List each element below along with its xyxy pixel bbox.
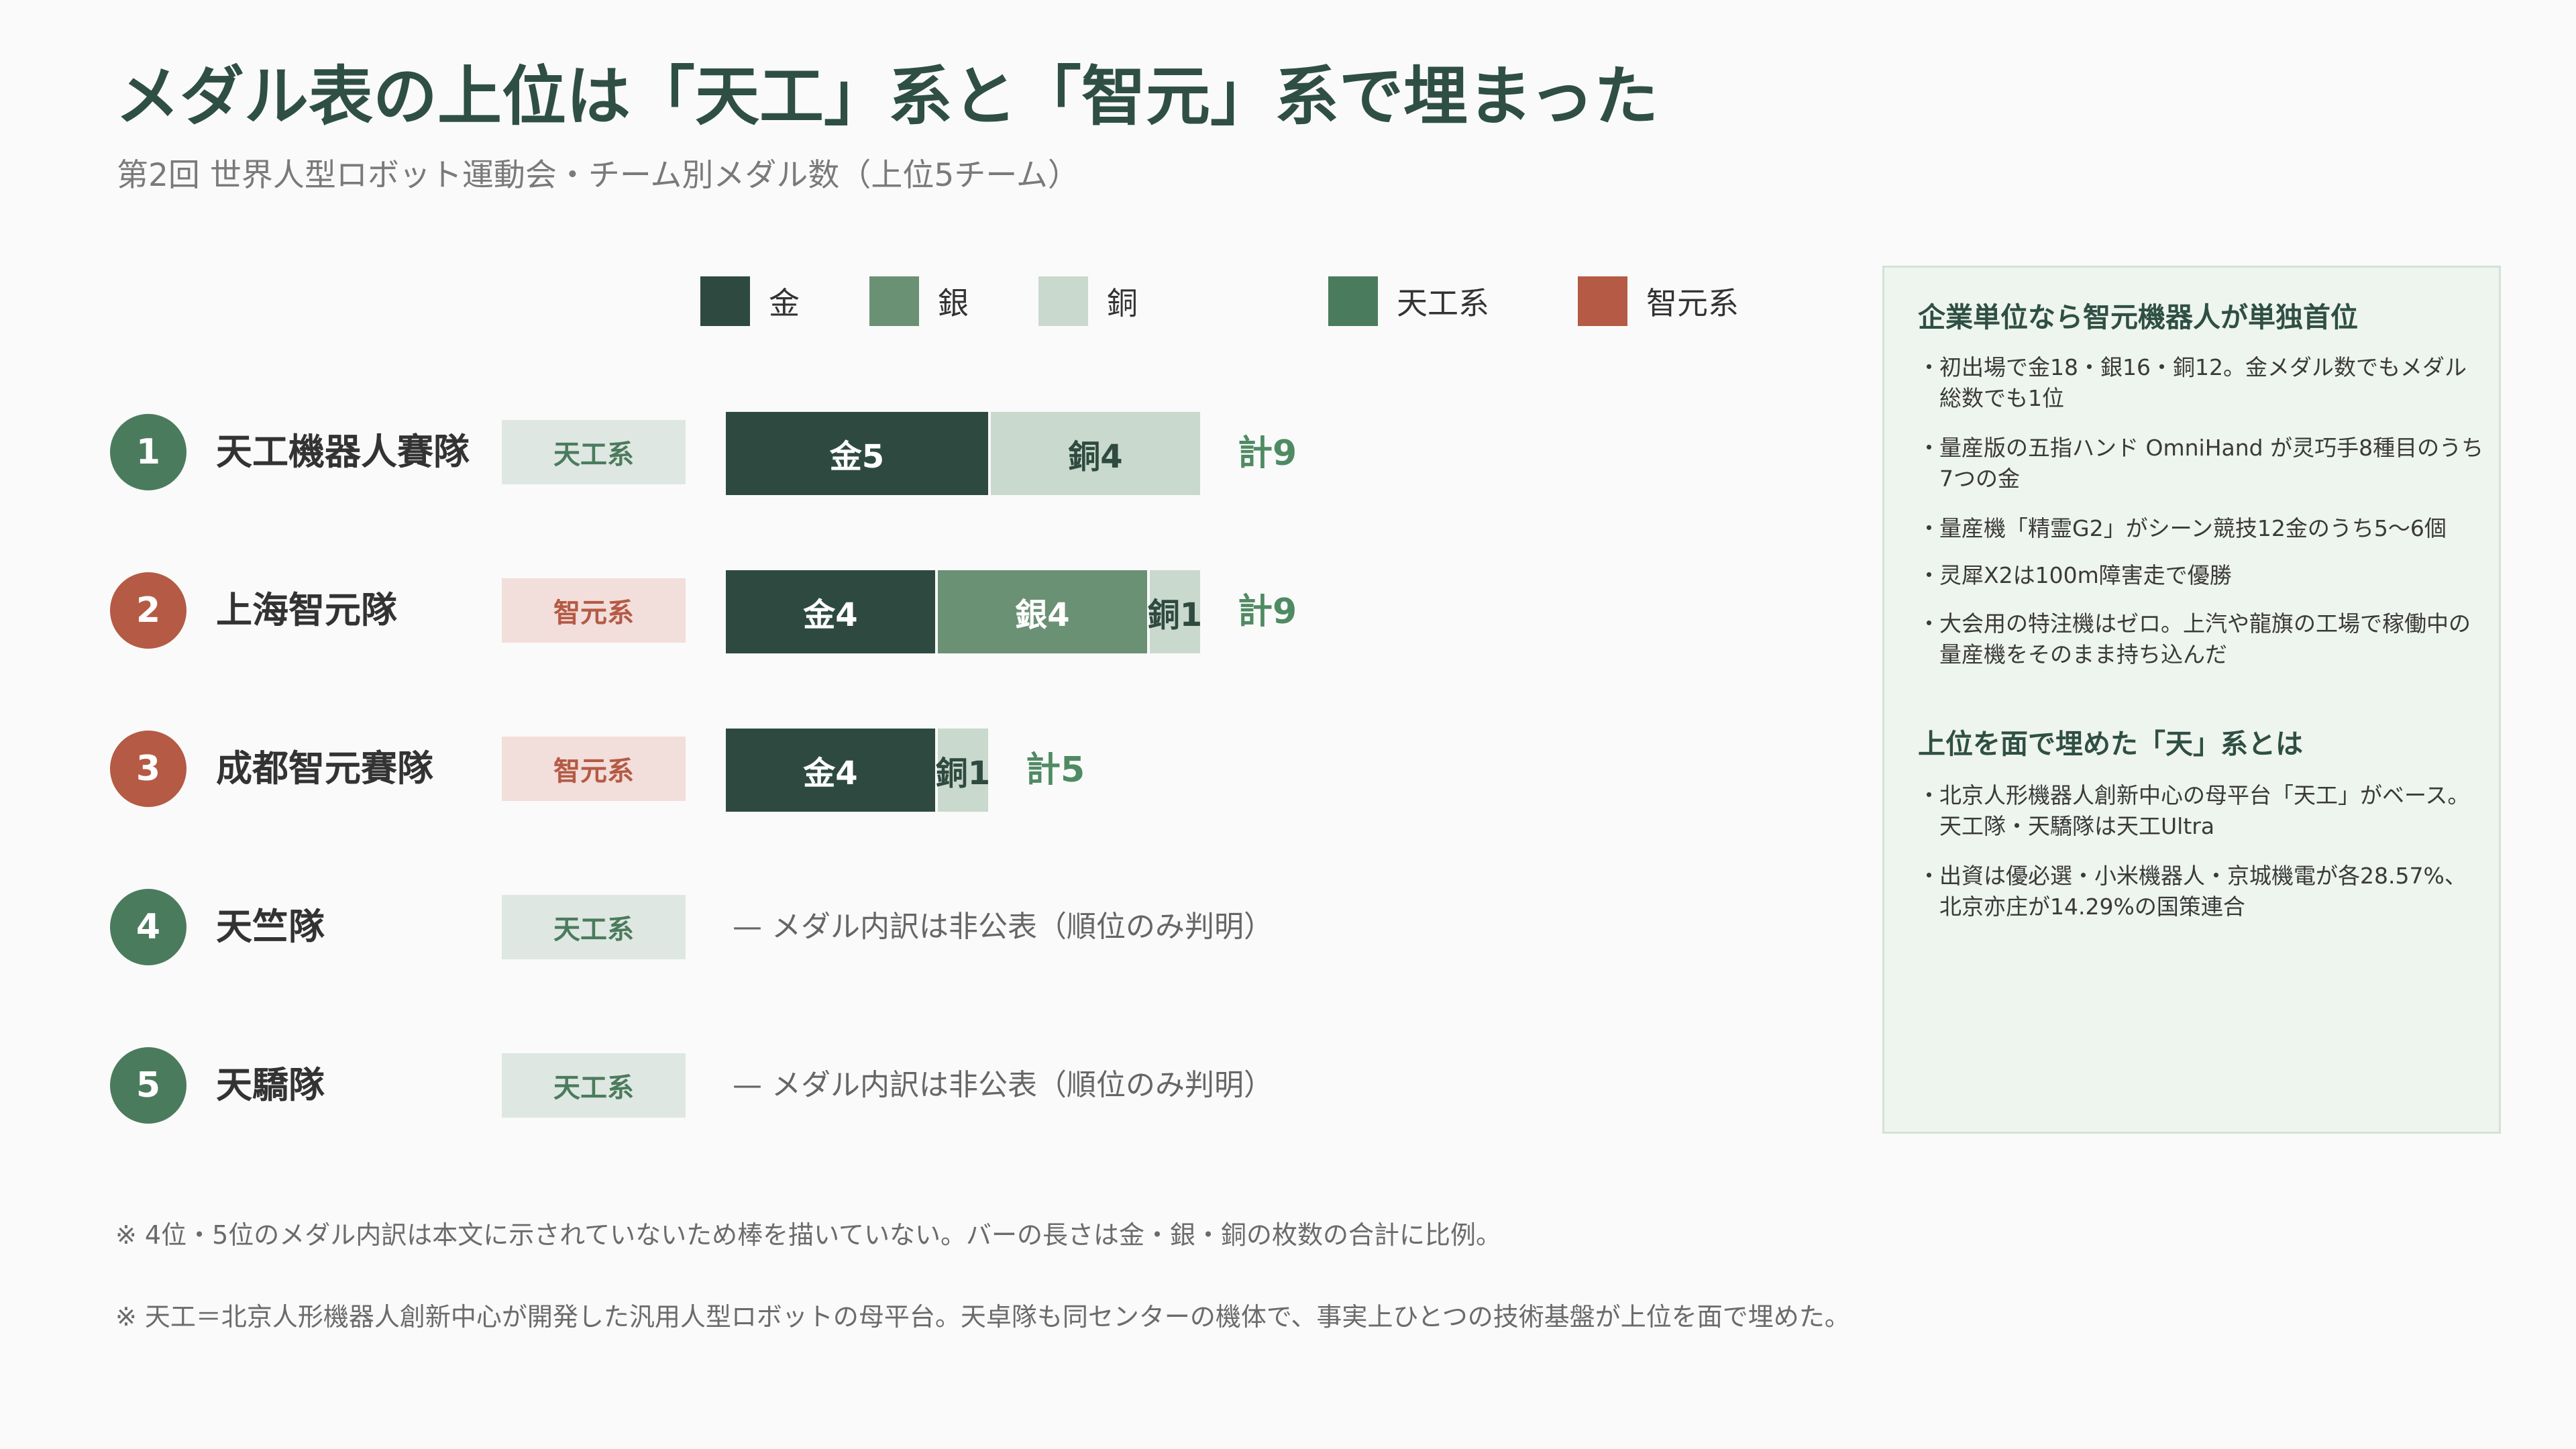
panel-item-text: 出資は優必選・小米機器人・京城機電が各28.57%、北京亦庄が14.29%の国策… <box>1939 863 2467 920</box>
group-tag: 智元系 <box>502 737 686 801</box>
panel-item: ・ 量産機「精霊G2」がシーン競技12金のうち5〜6個 <box>1918 513 2488 544</box>
undisclosed-note: — メダル内訳は非公表（順位のみ判明） <box>733 1068 1273 1102</box>
panel-item-text: 初出場で金18・銀16・銅12。金メダル数でもメダル総数でも1位 <box>1939 354 2467 411</box>
group-tag: 智元系 <box>502 578 686 643</box>
bar-segment-gold: 金5 <box>726 412 988 495</box>
panel-item: ・ 北京人形機器人創新中心の母平台「天工」がベース。天工隊・天驕隊は天工Ultr… <box>1918 780 2488 842</box>
panel-heading-2: 上位を面で埋めた「天」系とは <box>1918 728 2303 760</box>
bullet: ・ <box>1918 515 1940 541</box>
panel-item: ・ 量産版の五指ハンド OmniHand が灵巧手8種目のうち7つの金 <box>1918 433 2488 494</box>
panel-item: ・ 出資は優必選・小米機器人・京城機電が各28.57%、北京亦庄が14.29%の… <box>1918 861 2488 922</box>
bar-segment-silver: 銀4 <box>938 570 1147 653</box>
legend-zhiyuan: 智元系 <box>1578 276 1739 326</box>
panel-item-text: 灵犀X2は100m障害走で優勝 <box>1939 562 2232 588</box>
legend-zhiyuan-label: 智元系 <box>1646 285 1739 321</box>
total-label: 計9 <box>1238 433 1297 474</box>
rank-badge: 2 <box>110 572 186 649</box>
total-label: 計5 <box>1026 750 1085 790</box>
legend-zhiyuan-swatch <box>1578 276 1627 326</box>
panel-item-text: 大会用の特注機はゼロ。上汽や龍旗の工場で稼働中の量産機をそのまま持ち込んだ <box>1939 610 2471 667</box>
panel-item-text: 量産機「精霊G2」がシーン競技12金のうち5〜6個 <box>1939 515 2447 541</box>
legend-silver-swatch <box>869 276 919 326</box>
group-tag: 天工系 <box>502 420 686 484</box>
bar-segment-gold: 金4 <box>726 729 935 812</box>
group-tag: 天工系 <box>502 895 686 959</box>
team-name: 天驕隊 <box>216 1064 325 1106</box>
rank-badge: 3 <box>110 731 186 807</box>
footnote-2: ※ 天工＝北京人形機器人創新中心が開発した汎用人型ロボットの母平台。天卓隊も同セ… <box>115 1302 1850 1332</box>
legend-tiangong-swatch <box>1328 276 1378 326</box>
legend-gold-label: 金 <box>769 285 800 321</box>
panel-item: ・ 大会用の特注機はゼロ。上汽や龍旗の工場で稼働中の量産機をそのまま持ち込んだ <box>1918 608 2488 670</box>
bar-segment-bronze: 銅1 <box>936 729 990 812</box>
page-subtitle: 第2回 世界人型ロボット運動会・チーム別メダル数（上位5チーム） <box>117 157 1079 194</box>
bullet: ・ <box>1918 435 1940 461</box>
team-name: 天竺隊 <box>216 906 325 948</box>
panel-heading-1: 企業単位なら智元機器人が単独首位 <box>1918 301 2358 333</box>
legend-bronze-label: 銅 <box>1107 285 1138 321</box>
panel-item: ・ 灵犀X2は100m障害走で優勝 <box>1918 560 2488 591</box>
panel-item: ・ 初出場で金18・銀16・銅12。金メダル数でもメダル総数でも1位 <box>1918 352 2488 414</box>
team-name: 天工機器人賽隊 <box>216 431 470 473</box>
legend-silver-label: 銀 <box>938 285 969 321</box>
rank-badge: 1 <box>110 414 186 490</box>
bullet: ・ <box>1918 782 1940 808</box>
page-title: メダル表の上位は「天工」系と「智元」系で埋まった <box>115 59 1659 134</box>
group-tag: 天工系 <box>502 1053 686 1118</box>
legend-gold: 金 <box>700 276 800 326</box>
undisclosed-note: — メダル内訳は非公表（順位のみ判明） <box>733 910 1273 944</box>
team-name: 成都智元賽隊 <box>216 747 433 790</box>
bar-segment-bronze: 銅4 <box>991 412 1200 495</box>
legend-tiangong: 天工系 <box>1328 276 1489 326</box>
rank-badge: 5 <box>110 1047 186 1124</box>
bar-segment-gold: 金4 <box>726 570 935 653</box>
panel-item-text: 北京人形機器人創新中心の母平台「天工」がベース。天工隊・天驕隊は天工Ultra <box>1939 782 2470 839</box>
bar-segment-bronze: 銅1 <box>1148 570 1202 653</box>
bullet: ・ <box>1918 610 1940 637</box>
total-label: 計9 <box>1238 592 1297 632</box>
legend-bronze: 銅 <box>1038 276 1138 326</box>
legend-gold-swatch <box>700 276 750 326</box>
team-name: 上海智元隊 <box>216 589 397 631</box>
rank-badge: 4 <box>110 889 186 965</box>
footnote-1: ※ 4位・5位のメダル内訳は本文に示されていないため棒を描いていない。バーの長さ… <box>115 1220 1501 1250</box>
bullet: ・ <box>1918 562 1940 588</box>
legend-bronze-swatch <box>1038 276 1088 326</box>
panel-item-text: 量産版の五指ハンド OmniHand が灵巧手8種目のうち7つの金 <box>1939 435 2484 492</box>
legend-silver: 銀 <box>869 276 969 326</box>
bullet: ・ <box>1918 354 1940 380</box>
legend-tiangong-label: 天工系 <box>1397 285 1489 321</box>
bullet: ・ <box>1918 863 1940 889</box>
info-panel: 企業単位なら智元機器人が単独首位 ・ 初出場で金18・銀16・銅12。金メダル数… <box>1882 266 2501 1134</box>
